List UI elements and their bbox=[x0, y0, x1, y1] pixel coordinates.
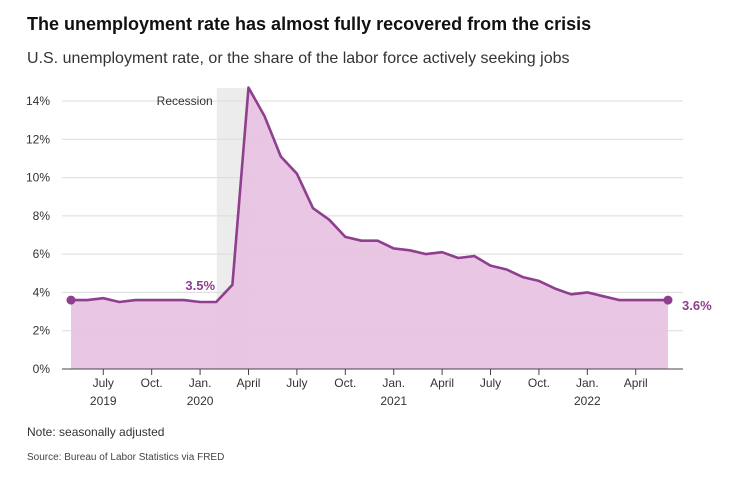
x-tick-label: Jan. bbox=[382, 376, 405, 390]
x-tick-year: 2022 bbox=[574, 394, 601, 408]
x-tick-label: Oct. bbox=[528, 376, 550, 390]
x-tick-label: April bbox=[624, 376, 648, 390]
x-tick-year: 2021 bbox=[380, 394, 407, 408]
y-tick-label: 10% bbox=[26, 171, 50, 185]
y-tick-label: 12% bbox=[26, 132, 50, 146]
x-tick-label: Jan. bbox=[576, 376, 599, 390]
x-tick-label: Oct. bbox=[334, 376, 356, 390]
chart-source: Source: Bureau of Labor Statistics via F… bbox=[27, 452, 225, 463]
recession-label: Recession bbox=[157, 94, 213, 108]
y-tick-label: 14% bbox=[26, 94, 50, 108]
x-tick-label: July bbox=[286, 376, 307, 390]
y-tick-label: 0% bbox=[33, 362, 51, 376]
y-axis: 0% 2% 4% 6% 8% 10% 12% 14% bbox=[26, 94, 50, 376]
x-tick-label: April bbox=[430, 376, 454, 390]
unemployment-chart: Recession July 2019 Oct. Jan. 2020 April July O… bbox=[26, 86, 712, 408]
y-tick-label: 6% bbox=[33, 247, 51, 261]
unemployment-line bbox=[71, 86, 668, 304]
unemployment-area bbox=[71, 87, 668, 369]
annotation-label-latest: 3.6% bbox=[682, 298, 712, 313]
y-tick-label: 2% bbox=[33, 324, 51, 338]
y-tick-label: 4% bbox=[33, 285, 51, 299]
y-tick-label: 8% bbox=[33, 209, 51, 223]
x-tick-label: Oct. bbox=[141, 376, 163, 390]
chart-subtitle: U.S. unemployment rate, or the share of … bbox=[27, 50, 570, 67]
x-tick-label: July bbox=[480, 376, 501, 390]
chart-note: Note: seasonally adjusted bbox=[27, 425, 165, 439]
start-point-marker bbox=[66, 295, 76, 305]
x-tick-year: 2019 bbox=[90, 394, 117, 408]
x-tick-label: Jan. bbox=[189, 376, 212, 390]
x-tick-year: 2020 bbox=[187, 394, 214, 408]
annotations: 3.5% 3.6% bbox=[66, 278, 712, 313]
x-tick-label: July bbox=[93, 376, 114, 390]
end-point-marker bbox=[663, 295, 673, 305]
annotation-label-pre-recession: 3.5% bbox=[185, 278, 215, 293]
x-tick-label: April bbox=[236, 376, 260, 390]
chart-title: The unemployment rate has almost fully r… bbox=[27, 14, 592, 34]
x-axis: July 2019 Oct. Jan. 2020 April July Oct. Jan. 202… bbox=[90, 369, 648, 408]
